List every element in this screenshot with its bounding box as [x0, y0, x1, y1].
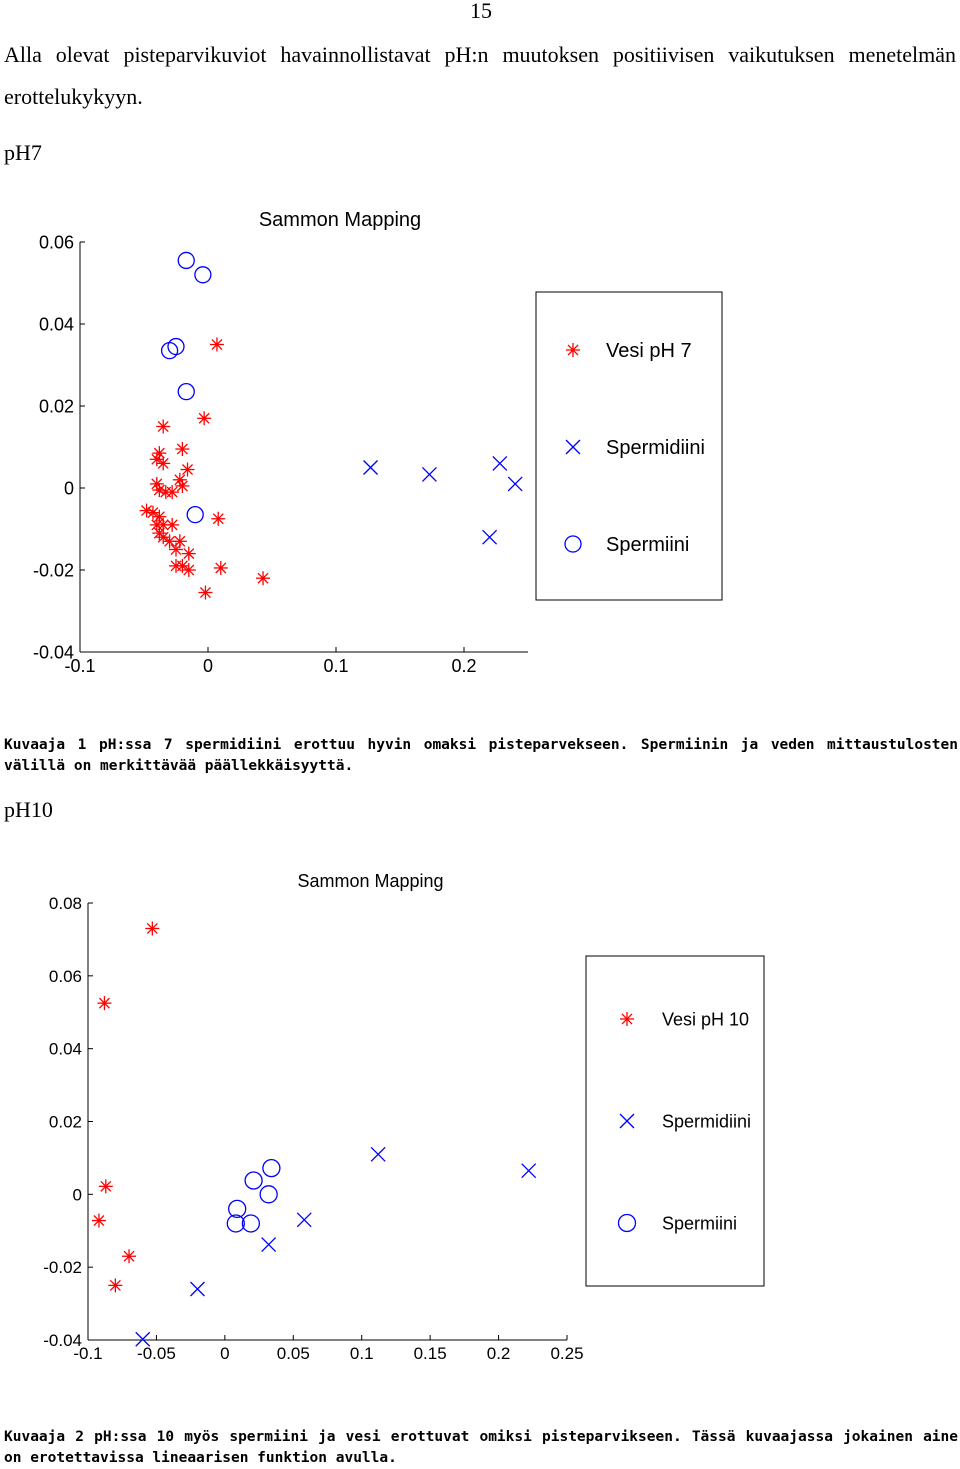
- data-point-series-1: [108, 1278, 123, 1293]
- data-point-series-1: [175, 478, 190, 493]
- data-point-series-1: [149, 476, 164, 491]
- data-point-series-3: [259, 1185, 278, 1204]
- data-point-series-3: [177, 382, 195, 401]
- data-point-series-1: [145, 921, 160, 936]
- y-tick-label: -0.04: [43, 1331, 82, 1350]
- data-point-series-1: [172, 472, 187, 487]
- chart-ph7: Sammon Mapping -0.1 0 0.1 0.2 0.06 0.04 0.02 0 -0…: [33, 209, 723, 676]
- y-tick-label: 0: [73, 1185, 82, 1204]
- data-point-series-1: [256, 571, 271, 586]
- data-point-series-2: [421, 467, 437, 482]
- data-point-series-1: [91, 1213, 106, 1228]
- y-tick-label: 0.06: [39, 232, 74, 252]
- data-point-series-1: [152, 446, 167, 461]
- y-tick-label: -0.04: [33, 642, 74, 662]
- legend-label: Vesi pH 7: [606, 340, 692, 362]
- data-point-series-1: [156, 456, 171, 471]
- data-points: [91, 921, 537, 1347]
- data-point-series-1: [181, 563, 196, 577]
- data-point-series-2: [261, 1237, 277, 1253]
- legend-box: [585, 955, 765, 1287]
- x-tick-label: 0.2: [487, 1344, 511, 1363]
- data-point-series-1: [169, 542, 183, 557]
- legend: Vesi pH 10 Spermidiini Spermiini: [585, 955, 765, 1287]
- data-point-series-3: [228, 1199, 247, 1219]
- data-point-series-3: [194, 266, 212, 284]
- data-points: [139, 251, 523, 600]
- legend-label: Vesi pH 10: [662, 1009, 749, 1029]
- data-point-series-2: [492, 455, 508, 471]
- data-point-series-3: [160, 341, 179, 360]
- y-tick-label: 0.06: [49, 967, 82, 986]
- legend-label: Spermiini: [662, 1213, 737, 1233]
- x-tick-label: -0.1: [64, 656, 95, 676]
- data-point-series-2: [370, 1146, 386, 1162]
- y-tick-label: 0.04: [39, 314, 74, 334]
- data-point-series-1: [122, 1249, 137, 1264]
- data-point-series-3: [226, 1214, 245, 1233]
- x-tick-label: 0.1: [350, 1344, 374, 1363]
- x-tick-label: 0.05: [277, 1344, 310, 1363]
- data-point-series-1: [156, 419, 171, 434]
- chart-title: Sammon Mapping: [259, 209, 421, 231]
- x-tick-label: 0.15: [414, 1344, 447, 1363]
- data-point-series-1: [165, 517, 180, 532]
- y-tick-label: 0: [64, 478, 74, 498]
- y-tick-label: 0.08: [49, 894, 82, 913]
- chart-ph10: Sammon Mapping -0.1 -0.05 0 0.05 0.1 0.15 0.2 0.…: [43, 871, 765, 1363]
- legend-marker: [617, 1213, 637, 1233]
- data-point-series-2: [135, 1331, 151, 1347]
- y-tick-label: 0.02: [49, 1112, 82, 1131]
- data-point-series-2: [482, 529, 498, 545]
- data-point-series-2: [521, 1163, 537, 1179]
- data-point-series-1: [98, 1179, 113, 1194]
- data-point-series-3: [244, 1171, 263, 1190]
- data-point-series-1: [213, 560, 228, 575]
- caption-chart-1: Kuvaaja 1 pH:ssa 7 spermidiini erottuu h…: [4, 737, 958, 774]
- y-tick-label: 0.04: [49, 1040, 82, 1059]
- x-tick-label: -0.05: [137, 1344, 176, 1363]
- caption-chart-2: Kuvaaja 2 pH:ssa 10 myös spermiini ja ve…: [4, 1429, 958, 1466]
- section-heading-ph7: pH7: [4, 140, 42, 165]
- legend: Vesi pH 7 Spermidiini Spermiini: [535, 291, 723, 601]
- data-point-series-1: [165, 485, 180, 500]
- data-point-series-1: [97, 996, 112, 1011]
- y-tick-label: 0.02: [39, 396, 74, 416]
- x-tick-label: 0: [203, 656, 213, 676]
- x-tick-label: 0.1: [323, 656, 348, 676]
- data-point-series-3: [262, 1158, 281, 1178]
- section-heading-ph10: pH10: [4, 797, 53, 822]
- data-point-series-1: [198, 585, 213, 600]
- legend-marker: [565, 439, 581, 455]
- data-point-series-2: [190, 1281, 205, 1297]
- x-tick-label: 0.2: [451, 656, 476, 676]
- page-number: 15: [470, 0, 492, 23]
- data-point-series-3: [177, 251, 195, 270]
- data-point-series-3: [186, 505, 204, 524]
- data-point-series-2: [507, 476, 523, 492]
- data-point-series-1: [181, 546, 196, 561]
- data-point-series-1: [180, 462, 195, 477]
- x-tick-label: -0.1: [73, 1344, 102, 1363]
- intro-paragraph: Alla olevat pisteparvikuviot havainnolli…: [4, 42, 956, 109]
- data-point-series-1: [175, 442, 190, 457]
- x-tick-label: 0.25: [550, 1344, 583, 1363]
- legend-marker: [619, 1113, 635, 1129]
- y-tick-label: -0.02: [43, 1258, 82, 1277]
- legend-marker: [564, 535, 582, 553]
- data-point-series-1: [211, 511, 226, 526]
- data-point-series-2: [363, 460, 379, 475]
- chart-title: Sammon Mapping: [297, 871, 443, 891]
- legend-label: Spermidiini: [662, 1111, 751, 1131]
- data-point-series-2: [296, 1212, 312, 1228]
- data-point-series-1: [209, 337, 224, 352]
- x-tick-label: 0: [220, 1344, 229, 1363]
- y-tick-label: -0.02: [33, 560, 74, 580]
- legend-label: Spermidiini: [606, 437, 705, 459]
- legend-label: Spermiini: [606, 534, 689, 556]
- data-point-series-1: [197, 411, 212, 426]
- data-point-series-3: [241, 1214, 261, 1233]
- legend-marker: [566, 343, 580, 357]
- legend-marker: [620, 1012, 634, 1026]
